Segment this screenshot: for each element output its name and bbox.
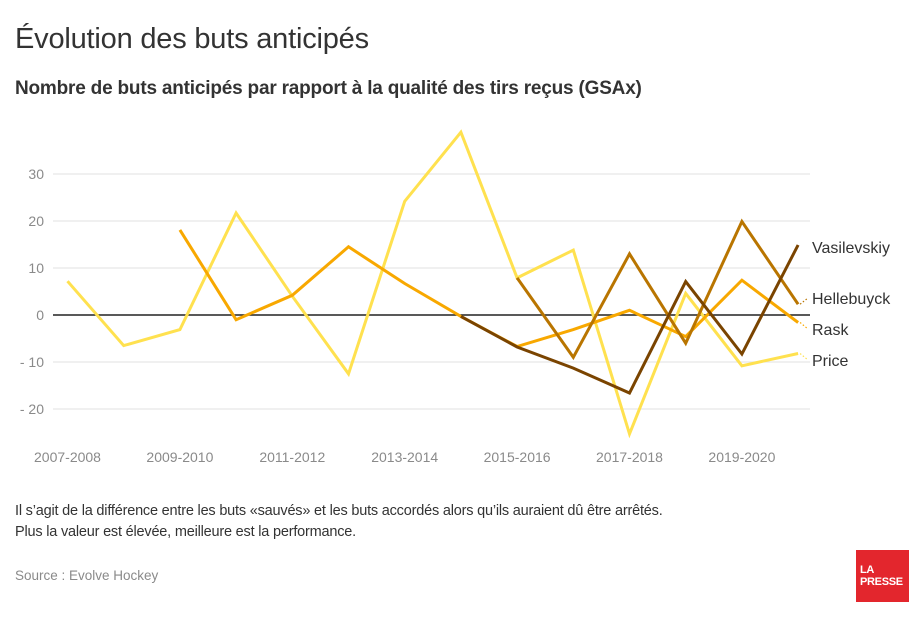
series-label-rask: Rask xyxy=(812,322,849,339)
y-tick-label: 0 xyxy=(36,307,44,323)
x-axis-ticks: 2007-2008 2009-2010 2011-2012 2013-2014 2015… xyxy=(34,449,776,465)
chart-subtitle: Nombre de buts anticipés par rapport à l… xyxy=(15,78,642,99)
series-labels: Price Rask Hellebuyck Vasilevskiy xyxy=(799,240,891,370)
series-lines xyxy=(66,129,800,439)
x-tick-label: 2013-2014 xyxy=(371,449,438,465)
y-tick-label: 10 xyxy=(28,260,44,276)
x-tick-label: 2011-2012 xyxy=(259,449,325,465)
series-line-hellebuyck xyxy=(515,218,800,361)
y-axis-ticks: 30 20 10 0 - 10 - 20 xyxy=(20,166,44,417)
note-line-1: Il s’agit de la différence entre les but… xyxy=(15,503,663,519)
y-tick-label: 20 xyxy=(28,213,44,229)
note-line-2: Plus la valeur est élevée, meilleure est… xyxy=(15,524,356,540)
series-label-hellebuyck: Hellebuyck xyxy=(812,291,891,308)
series-line-rask xyxy=(178,229,800,349)
y-tick-label: 30 xyxy=(28,166,44,182)
label-connector xyxy=(799,297,809,305)
la-presse-logo: LA PRESSE xyxy=(856,550,909,602)
label-connector xyxy=(799,353,809,361)
series-label-vasilevskiy: Vasilevskiy xyxy=(812,240,890,257)
logo-line-1: LA xyxy=(860,564,875,576)
series-label-price: Price xyxy=(812,353,849,370)
line-chart: 30 20 10 0 - 10 - 20 2007-2008 2009-2010 2011-2… xyxy=(20,129,891,465)
label-connector xyxy=(799,322,809,330)
series-line-price xyxy=(66,129,799,439)
x-tick-label: 2019-2020 xyxy=(708,449,775,465)
y-tick-label: - 20 xyxy=(20,401,44,417)
logo-line-2: PRESSE xyxy=(860,576,903,588)
x-tick-label: 2017-2018 xyxy=(596,449,663,465)
x-tick-label: 2015-2016 xyxy=(484,449,551,465)
chart-title: Évolution des buts anticipés xyxy=(15,23,369,55)
x-tick-label: 2009-2010 xyxy=(146,449,213,465)
gridlines xyxy=(53,173,810,410)
y-tick-label: - 10 xyxy=(20,354,44,370)
source-credit: Source : Evolve Hockey xyxy=(15,568,159,583)
x-tick-label: 2007-2008 xyxy=(34,449,101,465)
series-line-vasilevskiy xyxy=(460,244,800,395)
chart-note: Il s’agit de la différence entre les but… xyxy=(15,501,663,543)
